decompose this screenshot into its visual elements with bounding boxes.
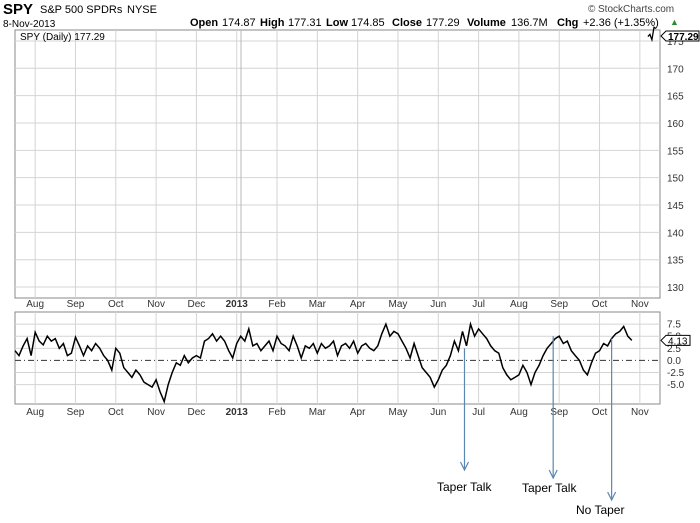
price-tick-label: 165: [667, 92, 684, 103]
chart-header: SPY S&P 500 SPDRs NYSE 8-Nov-2013 © Stoc…: [0, 0, 700, 30]
indicator-tick-label: -5.0: [667, 380, 685, 391]
x-tick-label: Oct: [108, 299, 124, 310]
indicator-tick-label: 0.0: [667, 356, 681, 367]
volume-label: Volume: [467, 17, 506, 29]
low-value: 174.85: [351, 17, 385, 29]
x-tick-label: Aug: [510, 299, 528, 310]
volume-value: 136.7M: [511, 17, 548, 29]
annotation-label: Taper Talk: [437, 480, 492, 494]
chg-label: Chg: [557, 17, 579, 29]
indicator-value-label: 4.13: [668, 336, 688, 347]
open-label: Open: [190, 17, 219, 29]
annotations: Taper Talk Taper Talk No Taper: [437, 336, 624, 517]
arrowhead-icon: [459, 461, 470, 472]
indicator-panel: 7.55.02.50.0-2.5-5.0 4.13: [14, 311, 691, 405]
price-y-axis: 175 170 165 160 155 150 145 140 135 130: [667, 37, 684, 294]
source-label: StockCharts.com: [598, 4, 675, 15]
indicator-panel-frame: [14, 311, 661, 405]
price-tick-label: 155: [667, 146, 684, 157]
price-tick-label: 135: [667, 256, 684, 267]
x-tick-label: Feb: [268, 407, 286, 418]
up-triangle-icon: ▲: [670, 17, 679, 27]
x-tick-label: Jul: [472, 299, 485, 310]
indicator-tick-label: 2.5: [667, 344, 681, 355]
price-panel: 175 170 165 160 155 150 145 140 135 130 SPY (Dail…: [14, 26, 700, 299]
arrowhead-icon: [548, 469, 558, 480]
x-tick-label: Sep: [67, 299, 85, 310]
exchange-label: NYSE: [127, 4, 157, 16]
high-value: 177.31: [288, 17, 322, 29]
x-tick-label: Aug: [26, 407, 44, 418]
arrowhead-icon: [607, 491, 617, 502]
close-label: Close: [392, 17, 422, 29]
open-value: 174.87: [222, 17, 256, 29]
x-tick-label: Nov: [631, 299, 649, 310]
x-axis-labels-upper: Aug Sep Oct Nov Dec 2013 Feb Mar Apr May Jun Jul Aug…: [26, 299, 648, 310]
price-series-line: [647, 26, 657, 43]
price-tick-label: 170: [667, 64, 684, 75]
x-tick-label: 2013: [226, 407, 249, 418]
annotation-no-taper: No Taper: [576, 338, 624, 517]
x-tick-label: May: [389, 299, 408, 310]
x-tick-label: Nov: [147, 299, 165, 310]
price-tick-label: 130: [667, 283, 684, 294]
price-tick-label: 160: [667, 119, 684, 130]
indicator-gridlines: [15, 312, 660, 404]
x-tick-label: Aug: [26, 299, 44, 310]
low-label: Low: [326, 17, 348, 29]
x-tick-label: Nov: [631, 407, 649, 418]
x-tick-label: Mar: [309, 407, 327, 418]
x-tick-label: May: [389, 407, 408, 418]
x-tick-label: Feb: [268, 299, 286, 310]
x-tick-label: Oct: [592, 407, 608, 418]
indicator-value-marker: 4.13: [660, 334, 691, 347]
last-value-label: 177.29: [668, 32, 699, 43]
annotation-taper-talk-1: Taper Talk: [437, 348, 492, 494]
annotation-label: Taper Talk: [522, 481, 577, 495]
price-tick-label: 145: [667, 201, 684, 212]
annotation-taper-talk-2: Taper Talk: [522, 336, 577, 495]
indicator-y-axis: 7.55.02.50.0-2.5-5.0: [667, 320, 685, 392]
x-tick-label: Aug: [510, 407, 528, 418]
x-tick-label: Nov: [147, 407, 165, 418]
copyright-icon: ©: [588, 4, 596, 15]
price-legend: SPY (Daily) 177.29: [20, 32, 105, 43]
x-tick-label: Jun: [430, 299, 446, 310]
indicator-series-line: [14, 321, 633, 405]
chart-date: 8-Nov-2013: [3, 19, 56, 30]
price-tick-label: 140: [667, 228, 684, 239]
x-tick-label: Oct: [592, 299, 608, 310]
x-tick-label: Jul: [472, 407, 485, 418]
price-panel-frame: [14, 29, 661, 299]
price-tick-label: 150: [667, 174, 684, 185]
x-tick-label: Apr: [350, 299, 366, 310]
indicator-tick-label: 7.5: [667, 320, 681, 331]
price-tick-label: 175: [667, 37, 684, 48]
indicator-tick-label: -2.5: [667, 368, 685, 379]
x-tick-label: Sep: [550, 407, 568, 418]
x-tick-label: Sep: [550, 299, 568, 310]
x-axis-labels-lower: Aug Sep Oct Nov Dec 2013 Feb Mar Apr May Jun Jul Aug…: [26, 407, 648, 418]
ticker-symbol: SPY: [3, 1, 34, 18]
x-tick-label: Dec: [188, 299, 206, 310]
x-tick-label: Oct: [108, 407, 124, 418]
x-tick-label: Mar: [309, 299, 327, 310]
x-tick-label: Sep: [67, 407, 85, 418]
x-tick-label: Dec: [188, 407, 206, 418]
high-label: High: [260, 17, 285, 29]
last-value-marker: 177.29: [660, 30, 700, 43]
security-name: S&P 500 SPDRs: [40, 4, 123, 16]
close-value: 177.29: [426, 17, 460, 29]
x-tick-label: Apr: [350, 407, 366, 418]
annotation-label: No Taper: [576, 503, 624, 517]
chg-value: +2.36 (+1.35%): [583, 17, 659, 29]
price-gridlines: [15, 30, 660, 298]
x-tick-label: 2013: [226, 299, 249, 310]
x-tick-label: Jun: [430, 407, 446, 418]
